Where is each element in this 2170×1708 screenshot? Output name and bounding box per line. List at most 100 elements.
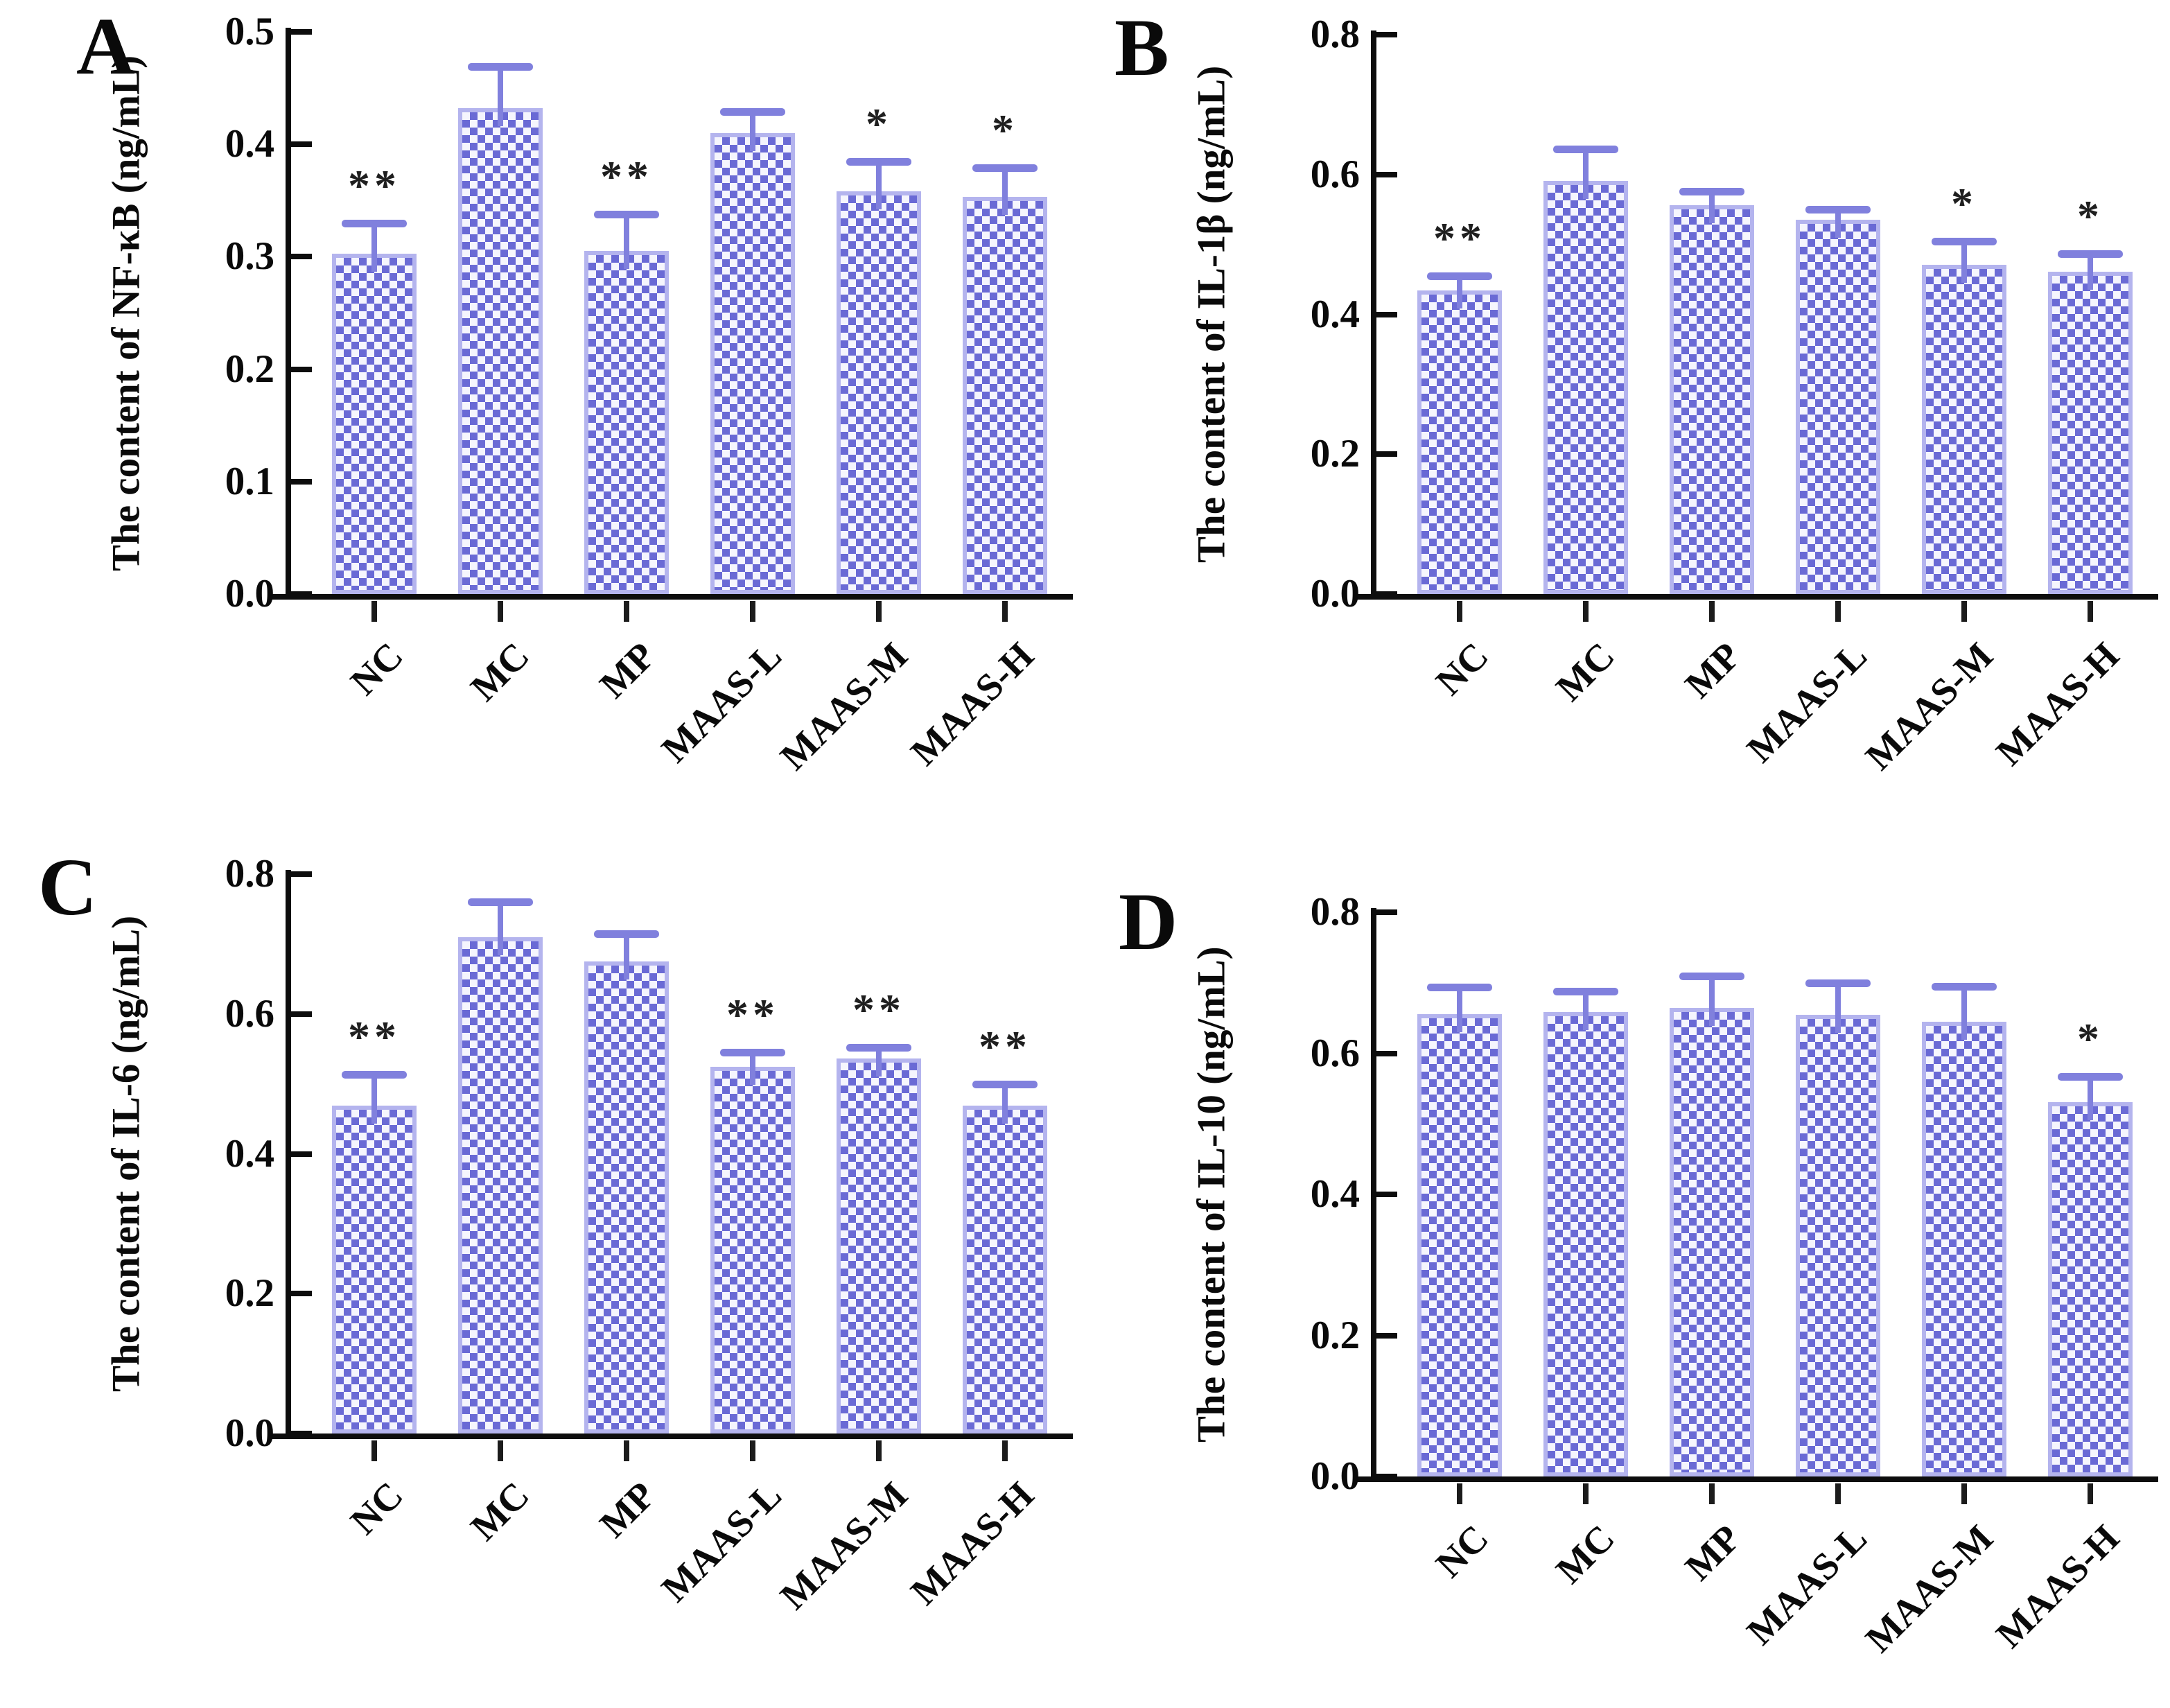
significance-label-MAAS-H: * [992, 105, 1018, 155]
y-tick-0.0 [291, 591, 312, 597]
x-axis-line [1353, 1476, 2158, 1482]
bar-MP [584, 251, 669, 594]
bar-MAAS-L [1796, 1014, 1880, 1476]
bar-MAAS-L [1796, 220, 1880, 594]
bar-MAAS-M [1922, 1021, 2006, 1476]
error-bar-stem-MP [624, 214, 629, 270]
y-tick-0.8 [291, 871, 312, 877]
panel-a-nfkb: A The content of NF-κB (ng/mL) NC ** MC MP *… [0, 0, 1085, 808]
x-tick-MAAS-L [1835, 1483, 1841, 1504]
error-bar-cap-MAAS-H [972, 164, 1038, 173]
bar-MAAS-H [963, 1105, 1047, 1434]
significance-label-MAAS-M: * [1951, 178, 1977, 228]
error-bar-stem-NC [371, 223, 377, 272]
error-bar-cap-MAAS-L [720, 108, 785, 116]
x-tick-MP [1709, 1483, 1715, 1504]
bar-MAAS-M [837, 1058, 921, 1434]
significance-label-MAAS-M: * [866, 98, 892, 148]
error-bar-cap-NC [1427, 272, 1492, 281]
error-bar-cap-NC [342, 219, 407, 227]
error-bar-stem-MC [498, 902, 503, 955]
error-bar-cap-MAAS-L [720, 1049, 785, 1057]
x-tick-MAAS-L [1835, 601, 1841, 622]
y-tick-label-0.6: 0.6 [1310, 152, 1360, 196]
y-tick-0.2 [291, 366, 312, 372]
x-tick-MAAS-M [876, 1440, 882, 1461]
bar-MC [1543, 1012, 1628, 1476]
x-tick-MC [1583, 1483, 1589, 1504]
significance-label-NC: ** [348, 1011, 401, 1061]
error-bar-stem-MAAS-M [1961, 986, 1967, 1040]
significance-label-MP: ** [600, 151, 653, 201]
panel-d-il10: D The content of IL-10 (ng/mL) NC MC MP MAA… [1085, 808, 2170, 1660]
y-tick-0.6 [291, 1011, 312, 1017]
y-tick-label-0.2: 0.2 [225, 347, 274, 391]
error-bar-stem-MAAS-L [1835, 209, 1841, 238]
bar-MC [458, 108, 543, 594]
error-bar-stem-MP [1709, 191, 1715, 224]
error-bar-stem-MAAS-L [750, 1052, 755, 1086]
bar-MAAS-M [837, 191, 921, 594]
y-tick-0.0 [1376, 591, 1397, 597]
y-tick-label-0.4: 0.4 [1310, 292, 1360, 336]
error-bar-cap-MP [594, 930, 659, 938]
significance-label-NC: ** [1433, 214, 1486, 263]
error-bar-stem-MAAS-H [2088, 1077, 2093, 1120]
x-tick-MAAS-M [1961, 1483, 1967, 1504]
y-tick-label-0.6: 0.6 [225, 991, 274, 1036]
x-tick-MP [624, 601, 629, 622]
error-bar-cap-MC [1553, 146, 1618, 154]
y-tick-label-0.2: 0.2 [1310, 1313, 1360, 1357]
y-tick-label-0.1: 0.1 [225, 459, 274, 503]
y-tick-label-0.4: 0.4 [225, 1131, 274, 1176]
y-tick-0.8 [1376, 909, 1397, 915]
y-tick-0.4 [1376, 311, 1397, 317]
bar-MAAS-L [710, 132, 795, 594]
y-axis-line [286, 28, 291, 600]
y-tick-0.2 [1376, 1332, 1397, 1339]
x-tick-MAAS-H [2088, 1483, 2093, 1504]
x-tick-NC [371, 1440, 377, 1461]
error-bar-stem-NC [1457, 276, 1462, 309]
error-bar-stem-MAAS-L [750, 112, 755, 151]
x-tick-NC [371, 601, 377, 622]
bar-MC [458, 936, 543, 1434]
x-tick-MAAS-L [750, 601, 755, 622]
y-tick-0.3 [291, 254, 312, 260]
y-tick-0.1 [291, 478, 312, 485]
bar-NC [1417, 1013, 1502, 1476]
y-tick-label-0.3: 0.3 [225, 234, 274, 279]
bar-NC [332, 1105, 417, 1434]
y-tick-label-0.0: 0.0 [1310, 572, 1360, 616]
error-bar-stem-MC [1583, 991, 1589, 1031]
error-bar-cap-MP [1679, 187, 1744, 195]
x-tick-NC [1457, 601, 1462, 622]
error-bar-cap-MAAS-L [1805, 979, 1871, 987]
panel-b-il1b: B The content of IL-1β (ng/mL) NC ** MC MP M… [1085, 0, 2170, 808]
y-axis-line [1371, 908, 1376, 1482]
y-tick-0.4 [291, 1151, 312, 1157]
panel-letter-d: D [1119, 876, 1178, 967]
error-bar-stem-MC [1583, 149, 1589, 199]
x-tick-MC [498, 601, 503, 622]
error-bar-stem-MAAS-H [1002, 1083, 1008, 1124]
x-tick-MC [1583, 601, 1589, 622]
significance-label-MAAS-H: * [2077, 191, 2103, 241]
error-bar-stem-MP [624, 933, 629, 980]
bar-MC [1543, 180, 1628, 594]
plot-area: NC ** MC MP MAAS-L ** MAAS-M ** MAAS-H ** 0.0 0.2 0.… [0, 808, 1085, 1617]
bar-MP [1670, 205, 1754, 594]
x-tick-MAAS-H [1002, 1440, 1008, 1461]
error-bar-cap-MAAS-M [846, 1044, 911, 1052]
bar-NC [1417, 290, 1502, 594]
panel-letter-a: A [76, 1, 136, 92]
x-tick-MAAS-L [750, 1440, 755, 1461]
error-bar-stem-MAAS-M [1961, 241, 1967, 283]
plot-area: NC ** MC MP ** MAAS-L MAAS-M * MAAS-H * 0.0 0.1 0.2 0… [0, 0, 1085, 808]
y-axis-line [1371, 31, 1376, 600]
significance-label-NC: ** [348, 160, 401, 210]
error-bar-stem-MP [1709, 975, 1715, 1027]
y-tick-0.0 [1376, 1474, 1397, 1479]
bar-MP [584, 961, 669, 1434]
x-axis-line [268, 1434, 1073, 1439]
